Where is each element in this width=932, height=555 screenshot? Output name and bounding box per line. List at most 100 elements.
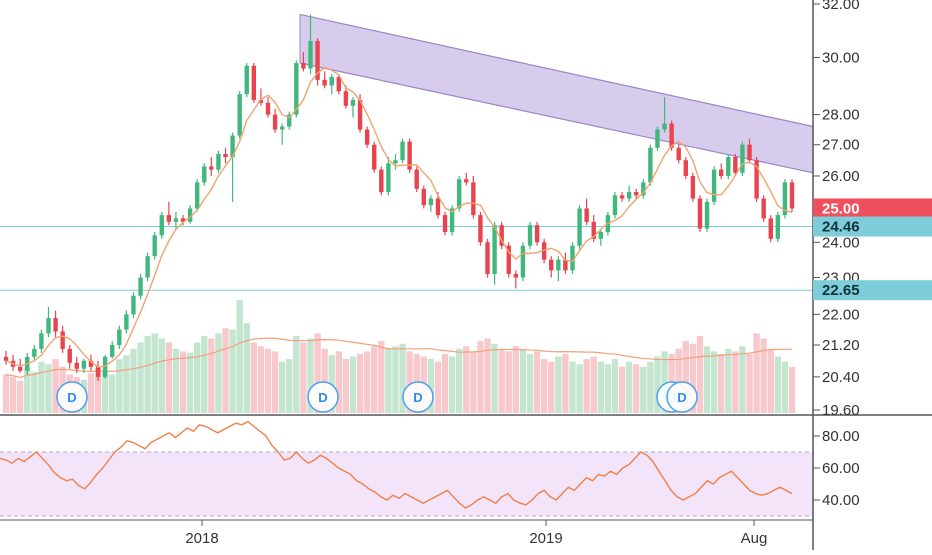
volume-bar <box>477 341 484 413</box>
volume-bar <box>349 356 357 413</box>
volume-bar <box>640 366 647 413</box>
channel-lower-line <box>299 62 814 174</box>
candle-body <box>74 362 80 369</box>
candle-body <box>683 160 688 176</box>
volume-bar <box>208 338 215 413</box>
volume-bar <box>625 361 633 413</box>
candle-body <box>513 273 519 278</box>
support-price-tag: 24.46 <box>813 216 932 237</box>
candle-body <box>598 231 604 239</box>
candle-body <box>619 195 625 199</box>
candle-body <box>265 102 271 115</box>
candle-body <box>718 169 724 176</box>
candle-body <box>768 218 773 239</box>
volume-bar <box>385 348 392 413</box>
candle-body <box>775 215 781 239</box>
candle-body <box>435 198 441 216</box>
volume-bar <box>144 335 151 413</box>
volume-bar <box>356 353 364 413</box>
candle-body <box>287 114 292 127</box>
volume-bar <box>654 356 661 413</box>
candle-body <box>711 169 717 202</box>
candle-body <box>499 225 504 246</box>
candle-body <box>428 198 434 206</box>
volume-bar <box>399 343 406 413</box>
volume-bar <box>94 368 102 413</box>
volume-bar <box>739 346 746 413</box>
candle-body <box>39 333 44 349</box>
candle-body <box>17 366 23 371</box>
rsi-axis-labels: 80.00 60.00 40.00 <box>813 428 860 509</box>
candle-body <box>662 123 667 130</box>
rsi-tick-label: 80.00 <box>822 428 860 445</box>
rsi-tick-label: 40.00 <box>822 492 860 509</box>
candle-body <box>230 135 235 158</box>
volume-bar <box>243 323 250 413</box>
volume-bar <box>555 356 562 413</box>
candle-body <box>492 225 497 274</box>
volume-bar <box>201 335 208 413</box>
volume-bar <box>9 377 17 413</box>
price-tick-label: 30.00 <box>822 49 860 66</box>
candle-body <box>442 215 448 232</box>
candle-body <box>301 62 306 69</box>
volume-bar <box>38 361 45 413</box>
dividend-marker[interactable]: D <box>307 381 339 413</box>
volume-bar <box>540 359 548 413</box>
candle-body <box>95 366 101 377</box>
candle-body <box>364 129 370 145</box>
dividend-marker[interactable]: D <box>56 381 88 413</box>
volume-bar <box>321 348 328 413</box>
candle-body <box>421 188 426 206</box>
volume-bar <box>753 333 760 413</box>
price-tick-label: 27.00 <box>822 137 860 154</box>
volume-bar <box>165 342 173 413</box>
volume-bar <box>342 359 350 413</box>
candle-body <box>180 218 186 222</box>
candle-body <box>456 179 462 209</box>
candle-body <box>747 144 752 161</box>
dividend-marker[interactable]: D <box>402 381 434 413</box>
candle-body <box>244 65 249 95</box>
rsi-layer <box>0 420 813 517</box>
dividend-marker-circle <box>402 381 434 413</box>
candle-body <box>322 79 327 86</box>
dividend-marker-circle <box>666 381 698 413</box>
volume-bar <box>604 364 612 413</box>
candle-body <box>131 295 136 315</box>
rsi-tick-label: 60.00 <box>822 460 860 477</box>
support-price-tag-bg <box>813 280 932 301</box>
volume-bar <box>271 351 279 413</box>
candle-body <box>782 182 788 216</box>
volume-bar <box>633 364 640 413</box>
volume-bar <box>774 356 782 413</box>
candle-body <box>641 182 646 196</box>
candle-body <box>379 169 384 193</box>
volume-bar <box>130 348 137 413</box>
candles-layer <box>3 14 795 381</box>
candle-body <box>761 198 766 219</box>
volume-bar <box>526 353 534 413</box>
volume-bar <box>505 351 512 413</box>
volume-bar <box>576 364 583 413</box>
candle-body <box>209 166 214 170</box>
support-price-tag-bg <box>813 216 932 237</box>
channel-upper-line <box>299 13 814 128</box>
volume-bar <box>682 341 689 413</box>
dividend-marker-circle <box>307 381 339 413</box>
volume-bar <box>703 346 711 413</box>
volume-bar <box>250 342 258 413</box>
volume-bar <box>767 348 774 413</box>
volume-bar <box>781 361 789 413</box>
candle-body <box>726 157 731 176</box>
price-tick-label: 26.00 <box>822 168 860 185</box>
volume-bar <box>101 370 109 413</box>
candle-body <box>478 215 483 243</box>
price-tick-label: 20.40 <box>822 369 860 386</box>
candle-body <box>563 259 568 271</box>
candle-body <box>152 235 157 257</box>
volume-bar <box>548 361 555 413</box>
volume-bar <box>441 353 449 413</box>
candle-body <box>648 147 653 183</box>
dividend-marker[interactable]: D <box>666 381 698 413</box>
